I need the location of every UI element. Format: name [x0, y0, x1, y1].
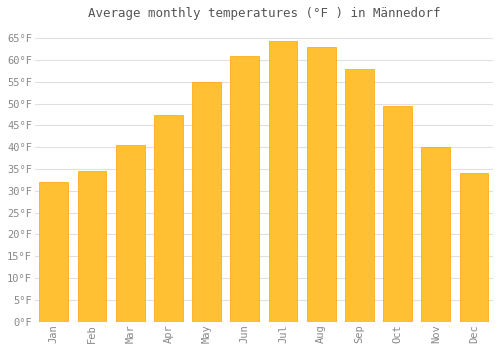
Bar	[192, 82, 221, 322]
Bar	[230, 56, 259, 322]
Bar	[460, 173, 488, 322]
Bar	[154, 114, 182, 322]
Title: Average monthly temperatures (°F ) in Männedorf: Average monthly temperatures (°F ) in Mä…	[88, 7, 440, 20]
Bar	[40, 182, 68, 322]
Bar	[307, 47, 336, 322]
Bar	[383, 106, 412, 322]
Bar	[268, 41, 298, 322]
Bar	[116, 145, 144, 322]
Bar	[345, 69, 374, 322]
Bar	[78, 171, 106, 322]
Bar	[422, 147, 450, 322]
